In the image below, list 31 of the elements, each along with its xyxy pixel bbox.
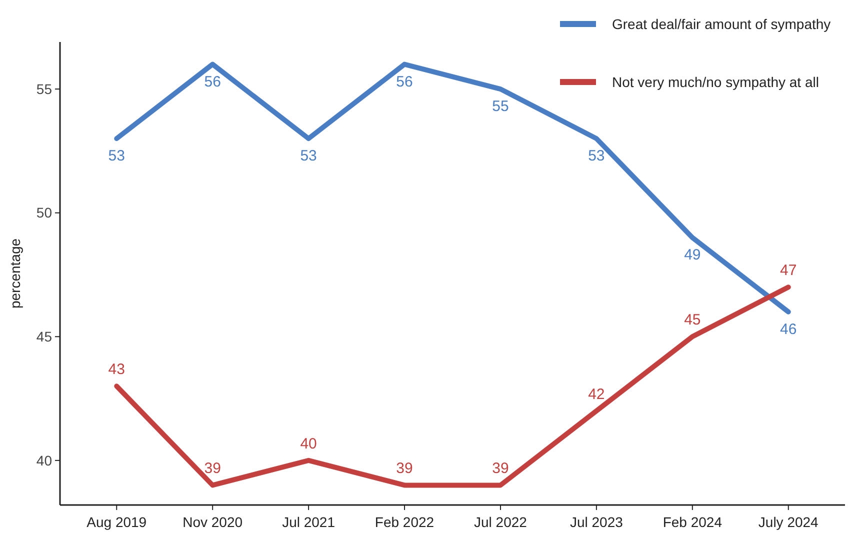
x-tick-label: Jul 2023 — [570, 514, 624, 530]
legend-label: Not very much/no sympathy at all — [612, 74, 819, 90]
x-tick-label: Nov 2020 — [182, 514, 243, 530]
x-tick-label: July 2024 — [758, 514, 819, 530]
y-axis-title: percentage — [7, 238, 23, 309]
legend-label: Great deal/fair amount of sympathy — [612, 16, 831, 32]
data-label: 47 — [780, 262, 797, 280]
data-label: 56 — [204, 73, 221, 90]
data-label: 46 — [780, 320, 797, 338]
data-label: 39 — [492, 460, 509, 478]
y-tick-label: 40 — [36, 452, 52, 468]
data-label: 56 — [396, 73, 413, 90]
x-tick-label: Jul 2021 — [282, 514, 336, 530]
data-label: 49 — [684, 246, 701, 264]
data-label: 53 — [300, 148, 317, 165]
x-tick-label: Aug 2019 — [86, 514, 147, 530]
y-tick-label: 55 — [36, 80, 52, 97]
data-label: 39 — [204, 460, 221, 478]
y-tick-label: 50 — [36, 204, 52, 221]
y-tick-label: 45 — [36, 328, 52, 345]
x-tick-label: Feb 2024 — [662, 514, 722, 530]
data-label: 45 — [684, 312, 701, 329]
data-label: 55 — [492, 98, 509, 116]
data-label: 43 — [108, 361, 125, 378]
data-label: 53 — [588, 148, 605, 165]
data-label: 39 — [396, 460, 413, 478]
x-tick-label: Jul 2022 — [474, 514, 528, 530]
x-tick-label: Feb 2022 — [374, 514, 434, 530]
data-label: 40 — [300, 435, 317, 452]
data-label: 42 — [588, 386, 605, 403]
data-label: 53 — [108, 148, 125, 165]
